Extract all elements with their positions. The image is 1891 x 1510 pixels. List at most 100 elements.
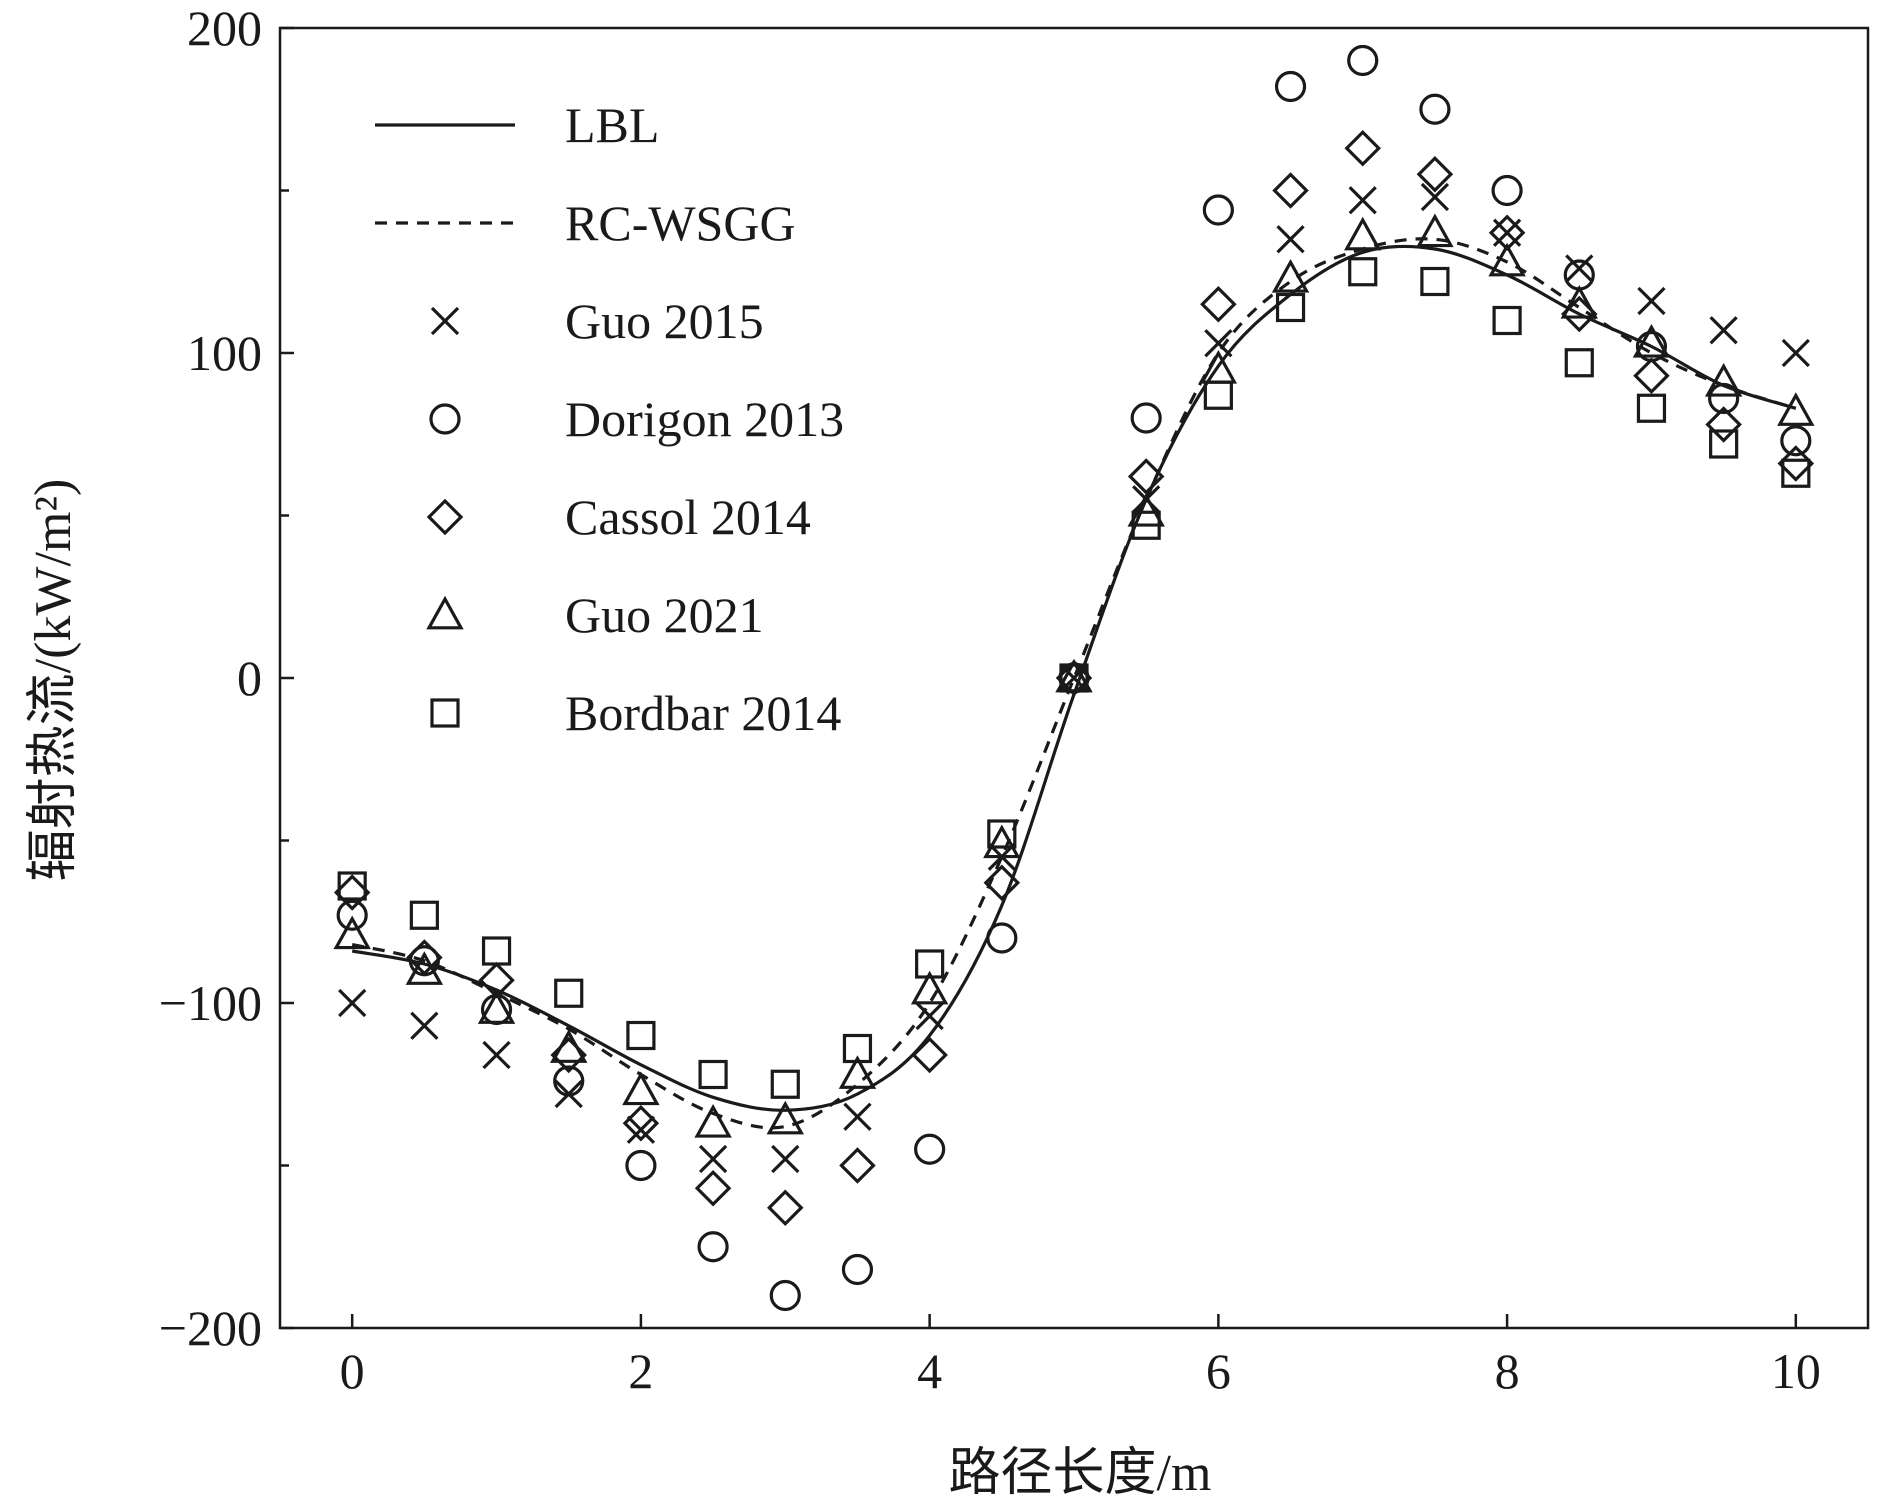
data-point-cassol-2014: [1272, 172, 1309, 209]
data-point-cassol-2014: [1416, 155, 1454, 193]
legend-swatch: [430, 306, 460, 336]
data-point-bordbar-2014: [1636, 393, 1667, 423]
data-point-guo-2015: [1709, 316, 1738, 345]
legend-label: RC-WSGG: [565, 195, 796, 251]
y-tick-label: 200: [187, 0, 262, 56]
data-point-guo-2021: [622, 1071, 660, 1106]
data-point-cassol-2014: [694, 1169, 732, 1207]
data-point-guo-2015: [338, 988, 367, 1018]
data-point-guo-2021: [1344, 216, 1382, 251]
data-point-dorigon-2013: [1419, 93, 1451, 125]
series-guo-2015: [338, 182, 1810, 1174]
axis-ticks: 0 2 4 6 8 10 −200 −100 0 100 200: [159, 0, 1821, 1399]
data-point-dorigon-2013: [1274, 70, 1307, 103]
x-tick-label: 2: [628, 1343, 653, 1399]
data-point-guo-2021: [694, 1103, 732, 1138]
legend-swatch: [430, 698, 460, 728]
legend-entry-bordbar-2014: Bordbar 2014: [430, 685, 841, 741]
legend-entry-cassol-2014: Cassol 2014: [426, 489, 811, 545]
series-bordbar-2014: [337, 257, 1811, 1099]
data-point-guo-2015: [1348, 186, 1377, 215]
data-point-guo-2021: [405, 951, 444, 985]
data-point-guo-2015: [1420, 182, 1450, 212]
data-point-cassol-2014: [1055, 659, 1093, 697]
x-tick-label: 4: [917, 1343, 942, 1399]
data-point-guo-2021: [838, 1055, 877, 1089]
data-point-cassol-2014: [622, 1104, 660, 1142]
data-point-guo-2021: [1127, 492, 1165, 527]
data-point-guo-2015: [410, 1011, 439, 1040]
data-point-guo-2021: [1777, 392, 1815, 426]
data-point-bordbar-2014: [626, 1020, 656, 1051]
data-point-guo-2015: [1637, 286, 1666, 316]
x-tick-label: 10: [1771, 1343, 1821, 1399]
data-point-guo-2021: [910, 970, 949, 1005]
x-tick-label: 6: [1206, 1343, 1231, 1399]
data-point-cassol-2014: [1705, 406, 1742, 443]
legend-entry-guo-2021: Guo 2021: [426, 587, 764, 643]
data-point-guo-2021: [1704, 362, 1743, 397]
data-point-cassol-2014: [1633, 357, 1670, 395]
data-point-bordbar-2014: [481, 936, 512, 966]
data-point-guo-2021: [766, 1100, 804, 1135]
data-point-bordbar-2014: [842, 1033, 873, 1064]
data-point-guo-2015: [771, 1144, 800, 1174]
data-point-guo-2021: [1632, 323, 1671, 358]
y-tick-label: −100: [159, 975, 262, 1031]
data-point-cassol-2014: [1200, 285, 1237, 323]
data-point-bordbar-2014: [409, 900, 439, 930]
legend-entry-guo-2015: Guo 2015: [430, 293, 764, 349]
series-lines: [351, 237, 1797, 1130]
data-point-guo-2015: [843, 1102, 872, 1131]
data-point-guo-2021: [333, 915, 371, 950]
data-point-guo-2015: [1204, 329, 1233, 358]
data-point-cassol-2014: [767, 1189, 804, 1227]
data-point-cassol-2014: [1777, 445, 1815, 482]
series-guo-2021: [333, 213, 1815, 1138]
data-point-dorigon-2013: [553, 1065, 585, 1097]
legend-label: Guo 2021: [565, 587, 764, 643]
data-point-guo-2015: [482, 1040, 511, 1070]
data-point-guo-2015: [1781, 338, 1810, 368]
data-point-cassol-2014: [406, 939, 443, 976]
legend-entry-rc-wsgg: RC-WSGG: [375, 195, 796, 251]
series-markers: [333, 44, 1815, 1312]
data-point-bordbar-2014: [1709, 429, 1739, 459]
data-point-bordbar-2014: [698, 1059, 728, 1090]
data-point-guo-2021: [1488, 242, 1526, 277]
legend-label: Cassol 2014: [565, 489, 811, 545]
data-point-dorigon-2013: [1563, 259, 1595, 291]
data-point-dorigon-2013: [986, 922, 1018, 954]
legend-swatch: [429, 403, 461, 435]
data-point-guo-2015: [915, 1001, 944, 1031]
data-point-bordbar-2014: [1564, 348, 1594, 378]
data-point-guo-2015: [698, 1144, 728, 1174]
data-point-cassol-2014: [1127, 458, 1165, 495]
legend-label: Dorigon 2013: [565, 391, 844, 447]
data-point-cassol-2014: [1344, 129, 1381, 167]
data-point-cassol-2014: [333, 874, 371, 911]
data-point-guo-2015: [1276, 225, 1305, 254]
y-axis-label: 辐射热流/(kW/m²): [25, 479, 82, 882]
legend-label: LBL: [565, 97, 659, 153]
data-point-guo-2021: [1416, 213, 1454, 248]
y-tick-label: −200: [159, 1300, 262, 1356]
data-point-bordbar-2014: [915, 949, 945, 979]
data-point-bordbar-2014: [1420, 266, 1450, 297]
data-point-dorigon-2013: [1780, 425, 1812, 457]
data-point-dorigon-2013: [1708, 382, 1740, 415]
y-tick-label: 100: [187, 325, 262, 381]
data-point-dorigon-2013: [769, 1279, 801, 1312]
data-point-dorigon-2013: [914, 1133, 946, 1165]
y-tick-label: 0: [237, 650, 262, 706]
data-point-bordbar-2014: [1492, 305, 1522, 336]
legend-entry-lbl: LBL: [375, 97, 659, 153]
data-point-bordbar-2014: [1781, 458, 1811, 488]
data-point-bordbar-2014: [1131, 510, 1161, 540]
data-point-dorigon-2013: [697, 1231, 729, 1263]
x-axis-label: 路径长度/m: [949, 1445, 1212, 1502]
data-point-bordbar-2014: [337, 871, 367, 901]
data-point-cassol-2014: [983, 864, 1021, 902]
legend-label: Guo 2015: [565, 293, 764, 349]
